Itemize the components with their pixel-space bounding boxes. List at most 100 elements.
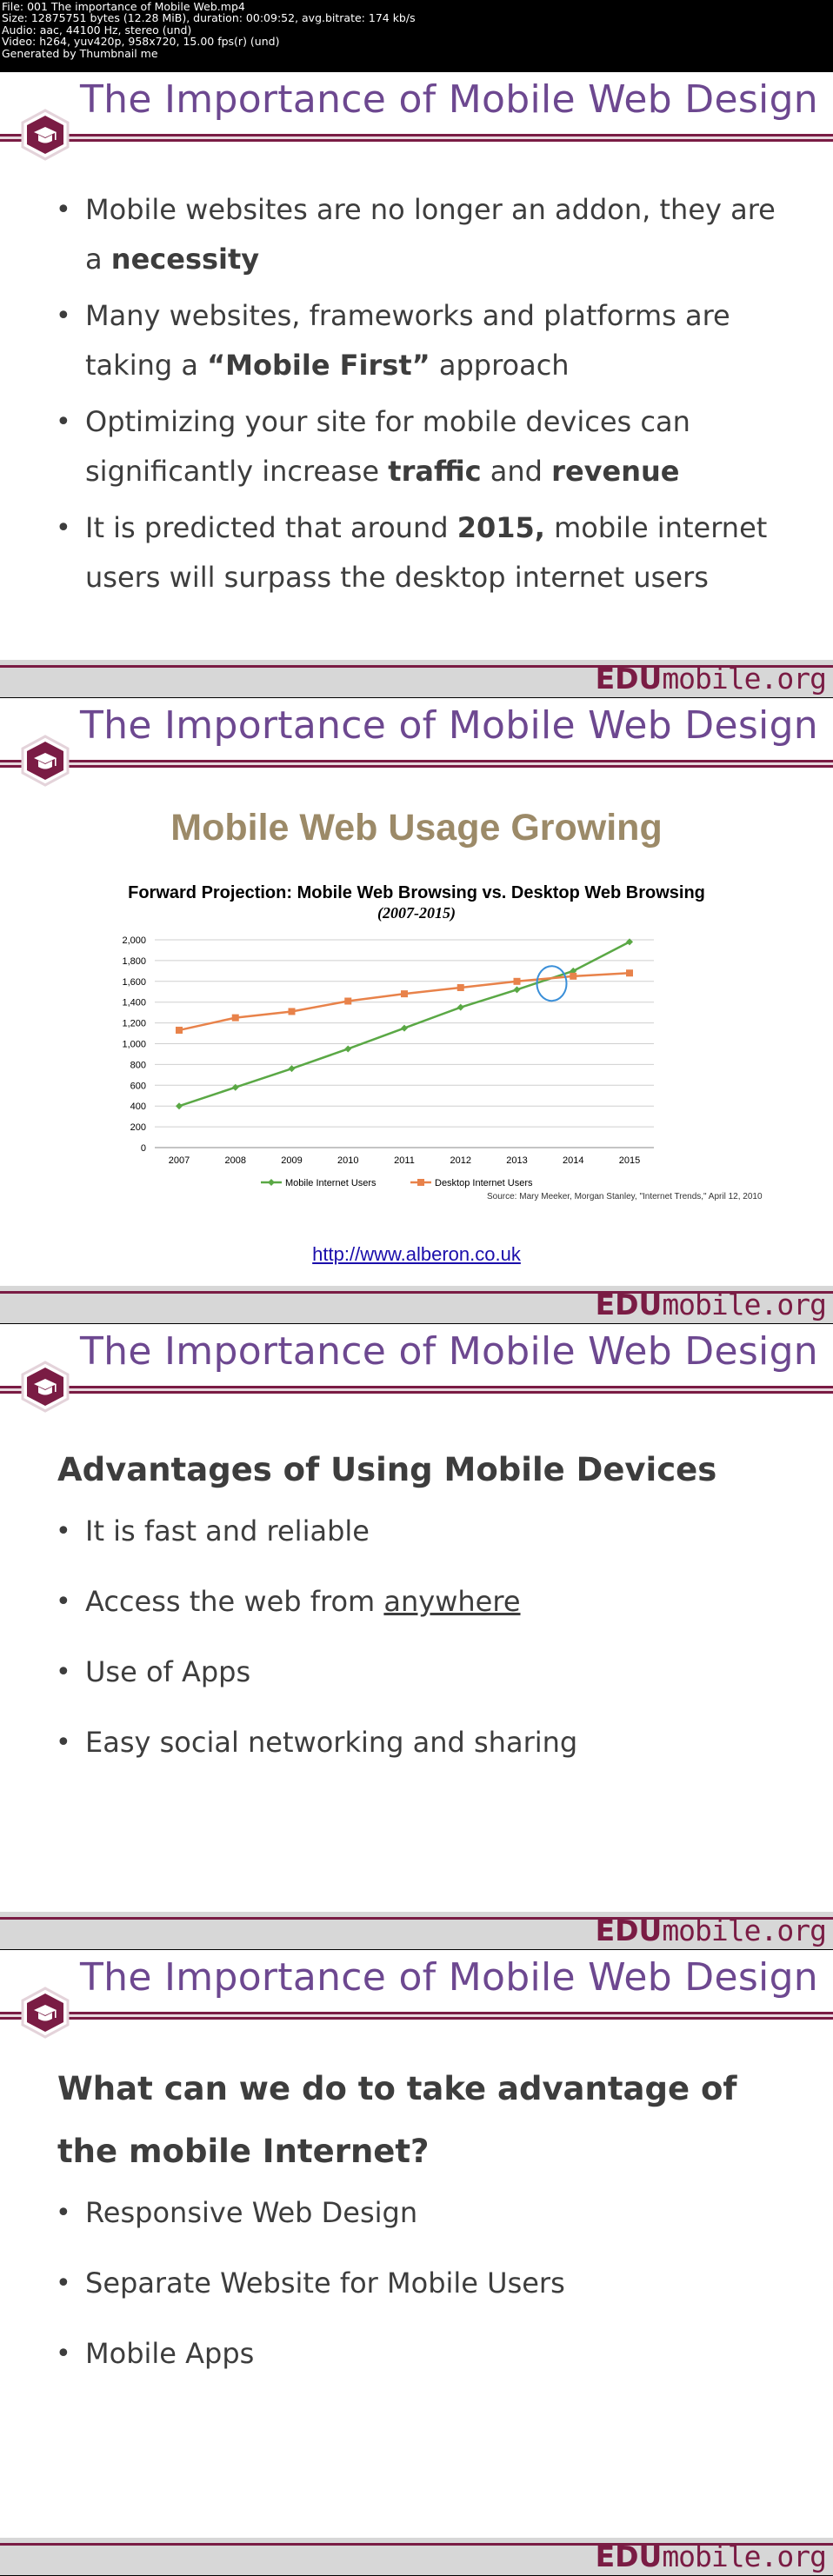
edumobile-logo: EDUmobile.org: [595, 662, 827, 696]
data-point: [344, 997, 352, 1005]
legend-marker: [268, 1179, 275, 1186]
y-tick-label: 1,600: [122, 977, 146, 988]
header-rule: [0, 1386, 833, 1388]
y-tick-label: 1,000: [122, 1040, 146, 1050]
header-rule: [0, 1391, 833, 1394]
section-heading: What can we do to take advantage of the …: [57, 2070, 737, 2170]
chart-source: Source: Mary Meeker, Morgan Stanley, "In…: [487, 1192, 763, 1201]
meta-line: Audio: aac, 44100 Hz, stereo (und): [2, 23, 192, 37]
data-point: [344, 1045, 352, 1053]
edumobile-logo: EDUmobile.org: [595, 1914, 827, 1947]
list-item: Use of Apps: [52, 1647, 798, 1697]
data-point: [570, 972, 577, 980]
graduation-cap-logo-icon: [21, 1361, 70, 1413]
edumobile-logo: EDUmobile.org: [595, 2539, 827, 2573]
list-item: Easy social networking and sharing: [52, 1718, 798, 1767]
x-tick-label: 2013: [506, 1155, 527, 1166]
x-tick-label: 2007: [169, 1155, 190, 1166]
y-tick-label: 400: [130, 1102, 146, 1112]
header-rule: [0, 139, 833, 142]
meta-line: Video: h264, yuv420p, 958x720, 15.00 fps…: [2, 35, 280, 49]
source-link[interactable]: http://www.alberon.co.uk: [312, 1243, 521, 1265]
x-tick-label: 2014: [563, 1155, 583, 1166]
bullet-list: It is fast and reliable Access the web f…: [52, 1507, 798, 1767]
footer-rule: [0, 1291, 833, 1294]
data-point: [626, 938, 633, 946]
header-rule: [0, 134, 833, 136]
x-tick-label: 2012: [450, 1155, 471, 1166]
data-point: [513, 986, 521, 994]
list-item: Mobile websites are no longer an addon, …: [52, 185, 798, 284]
data-point: [401, 1024, 408, 1032]
slide-title: The Importance of Mobile Web Design: [80, 1955, 818, 2000]
bullet-list: Mobile websites are no longer an addon, …: [52, 185, 798, 602]
footer-rule: [0, 665, 833, 668]
chart-year-range: (2007-2015): [377, 904, 456, 922]
header-rule: [0, 760, 833, 762]
y-tick-label: 2,000: [122, 935, 146, 946]
x-tick-label: 2015: [619, 1155, 640, 1166]
x-tick-label: 2011: [394, 1155, 415, 1166]
list-item: Responsive Web Design: [52, 2188, 781, 2238]
data-point: [288, 1065, 296, 1073]
y-tick-label: 600: [130, 1081, 146, 1091]
y-tick-label: 1,400: [122, 998, 146, 1008]
slide-body: Advantages of Using Mobile Devices It is…: [56, 1439, 798, 1774]
header-rule: [0, 2012, 833, 2014]
highlight-circle: [536, 965, 568, 1002]
slide-body: What can we do to take advantage of the …: [56, 2058, 781, 2386]
data-point: [456, 983, 464, 991]
line-chart: 0 200 400 600 800 1,000 1,200 1,400 1,600 1,800 2,…: [122, 935, 654, 1188]
meta-line: File: 001 The importance of Mobile Web.m…: [2, 0, 245, 13]
meta-line: Generated by Thumbnail me: [2, 46, 158, 60]
slide-3: The Importance of Mobile Web Design Adva…: [0, 1324, 833, 1949]
list-item: It is fast and reliable: [52, 1507, 798, 1556]
list-item: Separate Website for Mobile Users: [52, 2259, 781, 2308]
edumobile-logo: EDUmobile.org: [595, 1288, 827, 1321]
chart-subtitle: Forward Projection: Mobile Web Browsing …: [128, 883, 705, 902]
legend-label: Desktop Internet Users: [435, 1178, 533, 1188]
header-rule-gap: [0, 2014, 833, 2017]
data-point: [513, 977, 521, 985]
data-point: [626, 969, 633, 977]
footer-rule: [0, 2543, 833, 2546]
chart-title: Mobile Web Usage Growing: [170, 807, 663, 849]
x-tick-label: 2010: [337, 1155, 358, 1166]
y-tick-label: 1,200: [122, 1019, 146, 1029]
meta-line: Size: 12875751 bytes (12.28 MiB), durati…: [2, 11, 416, 25]
y-tick-label: 800: [130, 1060, 146, 1070]
slide-title: The Importance of Mobile Web Design: [80, 77, 818, 122]
x-tick-label: 2009: [281, 1155, 302, 1166]
slide-2: The Importance of Mobile Web Design Mobi…: [0, 698, 833, 1323]
data-point: [288, 1008, 296, 1015]
header-rule-gap: [0, 762, 833, 765]
slide-title: The Importance of Mobile Web Design: [80, 1329, 818, 1374]
y-tick-label: 1,800: [122, 956, 146, 967]
y-tick-label: 0: [141, 1143, 146, 1154]
list-item: Many websites, frameworks and platforms …: [52, 291, 798, 390]
series-line: [178, 941, 630, 1108]
data-point: [176, 1102, 183, 1110]
header-rule-gap: [0, 1388, 833, 1391]
data-point: [231, 1014, 239, 1022]
slide-body: Mobile websites are no longer an addon, …: [52, 185, 798, 609]
x-tick-label: 2008: [225, 1155, 246, 1166]
graduation-cap-logo-icon: [21, 735, 70, 787]
data-point: [401, 990, 408, 998]
data-point: [456, 1003, 464, 1011]
list-item: It is predicted that around 2015, mobile…: [52, 503, 798, 602]
data-point: [231, 1083, 239, 1091]
header-rule: [0, 765, 833, 768]
bullet-list: Responsive Web Design Separate Website f…: [52, 2188, 781, 2379]
list-item: Access the web from anywhere: [52, 1577, 798, 1627]
graduation-cap-logo-icon: [21, 109, 70, 161]
header-rule-gap: [0, 136, 833, 139]
list-item: Mobile Apps: [52, 2329, 781, 2379]
graduation-cap-logo-icon: [21, 1987, 70, 2039]
legend-label: Mobile Internet Users: [285, 1178, 377, 1188]
legend-marker: [417, 1179, 424, 1186]
slide-1: The Importance of Mobile Web Design Mobi…: [0, 72, 833, 697]
list-item: Optimizing your site for mobile devices …: [52, 397, 798, 496]
slide-title: The Importance of Mobile Web Design: [80, 703, 818, 748]
file-metadata: File: 001 The importance of Mobile Web.m…: [0, 0, 833, 71]
